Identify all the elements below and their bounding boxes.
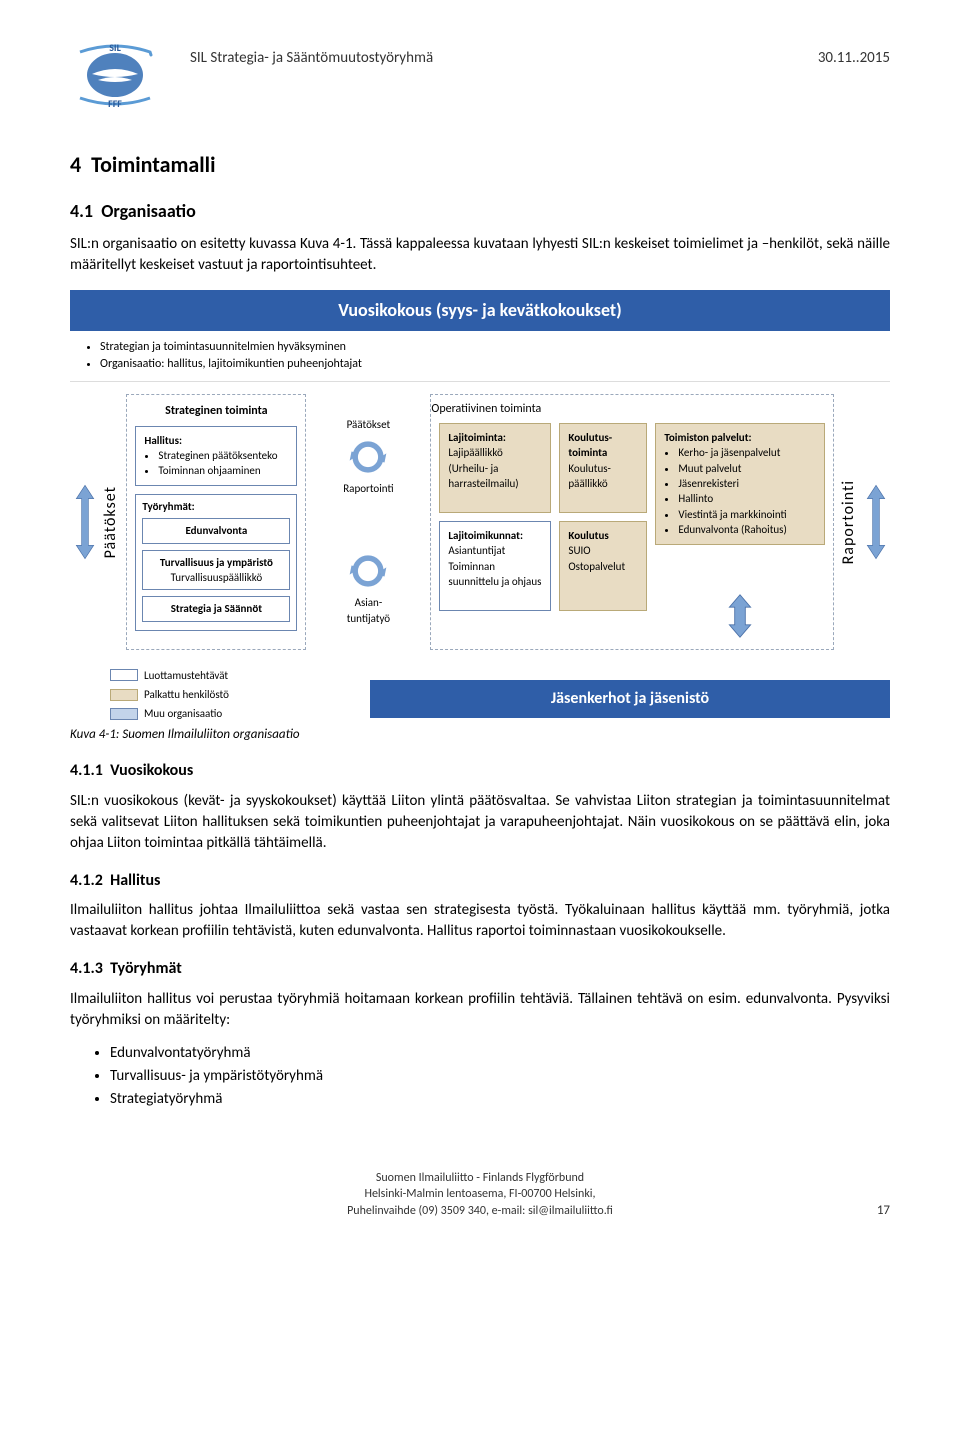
sil-logo: SIL FFF (70, 40, 160, 110)
section-4-1-intro: SIL:n organisaatio on esitetty kuvassa K… (70, 234, 890, 276)
footer-line-3: Puhelinvaihde (09) 3509 340, e-mail: sil… (70, 1203, 890, 1220)
koulutus-col: Koulutus-toiminta Koulutus-päällikkö Kou… (559, 423, 647, 639)
edunvalvonta-box: Edunvalvonta (142, 518, 290, 543)
section-4-1-3-body: Ilmailuliiton hallitus voi perustaa työr… (70, 989, 890, 1031)
footer-line-1: Suomen Ilmailuliitto - Finlands Flygförb… (70, 1170, 890, 1187)
lajitoiminta-col: Lajitoiminta: Lajipäällikkö (Urheilu- ja… (439, 423, 551, 639)
operative-title: Operatiivinen toiminta (431, 401, 833, 418)
header-title: SIL Strategia- ja Sääntömuutostyöryhmä (190, 48, 433, 69)
logo-bottom-text: FFF (108, 97, 122, 110)
page-number: 17 (877, 1202, 890, 1220)
top-bullet-1: Strategian ja toimintasuunnitelmien hyvä… (100, 339, 878, 356)
koulutustoiminta-box: Koulutus-toiminta Koulutus-päällikkö (559, 423, 647, 513)
org-diagram: Vuosikokous (syys- ja kevätkokoukset) St… (70, 290, 890, 718)
list-item: Edunvalvontatyöryhmä (110, 1043, 890, 1064)
section-4-1-1-body: SIL:n vuosikokous (kevät- ja syyskokouks… (70, 791, 890, 854)
hallitus-box: Hallitus: Strateginen päätöksenteko Toim… (135, 426, 297, 486)
strategia-box: Strategia ja Säännöt (142, 596, 290, 621)
strategic-group: Strateginen toiminta Hallitus: Strategin… (126, 394, 306, 650)
double-arrow-icon (722, 593, 758, 639)
cycle-asiantuntijatyo: Asian- tuntijatyö (346, 549, 390, 626)
section-4-1-3-heading: 4.1.3 Työryhmät (70, 958, 890, 980)
page-footer: Suomen Ilmailuliitto - Finlands Flygförb… (70, 1170, 890, 1220)
list-item: Turvallisuus- ja ympäristötyöryhmä (110, 1066, 890, 1087)
right-raportointi-arrow (861, 388, 891, 656)
strategic-title: Strateginen toiminta (135, 403, 297, 426)
legend-palkattu: Palkattu henkilöstö (144, 687, 229, 702)
legend-muu: Muu organisaatio (144, 706, 222, 721)
logo-top-text: SIL (109, 41, 121, 54)
section-4-heading: 4 Toimintamalli (70, 150, 890, 181)
middle-cycle-column: Päätökset Raportointi (314, 394, 422, 650)
top-bullet-2: Organisaatio: hallitus, lajitoimikuntien… (100, 356, 878, 373)
page-header: SIL FFF SIL Strategia- ja Sääntömuutosty… (70, 40, 890, 110)
list-item: Strategiatyöryhmä (110, 1089, 890, 1110)
lajitoimikunnat-box: Lajitoimikunnat: Asiantuntijat Toiminnan… (439, 521, 551, 611)
turvallisuus-box: Turvallisuus ja ympäristö Turvallisuuspä… (142, 550, 290, 591)
footer-line-2: Helsinki-Malmin lentoasema, FI-00700 Hel… (70, 1186, 890, 1203)
koulutus-box: Koulutus SUIO Ostopalvelut (559, 521, 647, 611)
lajitoiminta-box: Lajitoiminta: Lajipäällikkö (Urheilu- ja… (439, 423, 551, 513)
left-paatokset-label (70, 388, 100, 656)
banner-bullets: Strategian ja toimintasuunnitelmien hyvä… (70, 331, 890, 382)
figure-caption: Kuva 4-1: Suomen Ilmailuliiton organisaa… (70, 726, 890, 744)
legend-luottamus: Luottamustehtävät (144, 668, 228, 683)
section-4-1-2-heading: 4.1.2 Hallitus (70, 870, 890, 892)
section-4-1-heading: 4.1 Organisaatio (70, 199, 890, 224)
legend: Luottamustehtävät Palkattu henkilöstö Mu… (110, 668, 330, 722)
tyoryhmat-list: Edunvalvontatyöryhmä Turvallisuus- ja ym… (110, 1043, 890, 1110)
banner-jasenkerhot: Jäsenkerhot ja jäsenistö (370, 680, 890, 718)
cycle-paatokset-raportointi: Päätökset Raportointi (343, 417, 393, 496)
operative-group: Operatiivinen toiminta Lajitoiminta: Laj… (430, 394, 834, 650)
palvelut-col: Toimiston palvelut: Kerho- ja jäsenpalve… (655, 423, 825, 639)
tyoryhmat-box: Työryhmät: Edunvalvonta Turvallisuus ja … (135, 494, 297, 631)
banner-vuosikokous: Vuosikokous (syys- ja kevätkokoukset) (70, 290, 890, 331)
toimiston-palvelut-box: Toimiston palvelut: Kerho- ja jäsenpalve… (655, 423, 825, 545)
section-4-1-1-heading: 4.1.1 Vuosikokous (70, 760, 890, 782)
section-4-1-2-body: Ilmailuliiton hallitus johtaa Ilmailulii… (70, 900, 890, 942)
header-date: 30.11..2015 (818, 48, 890, 69)
